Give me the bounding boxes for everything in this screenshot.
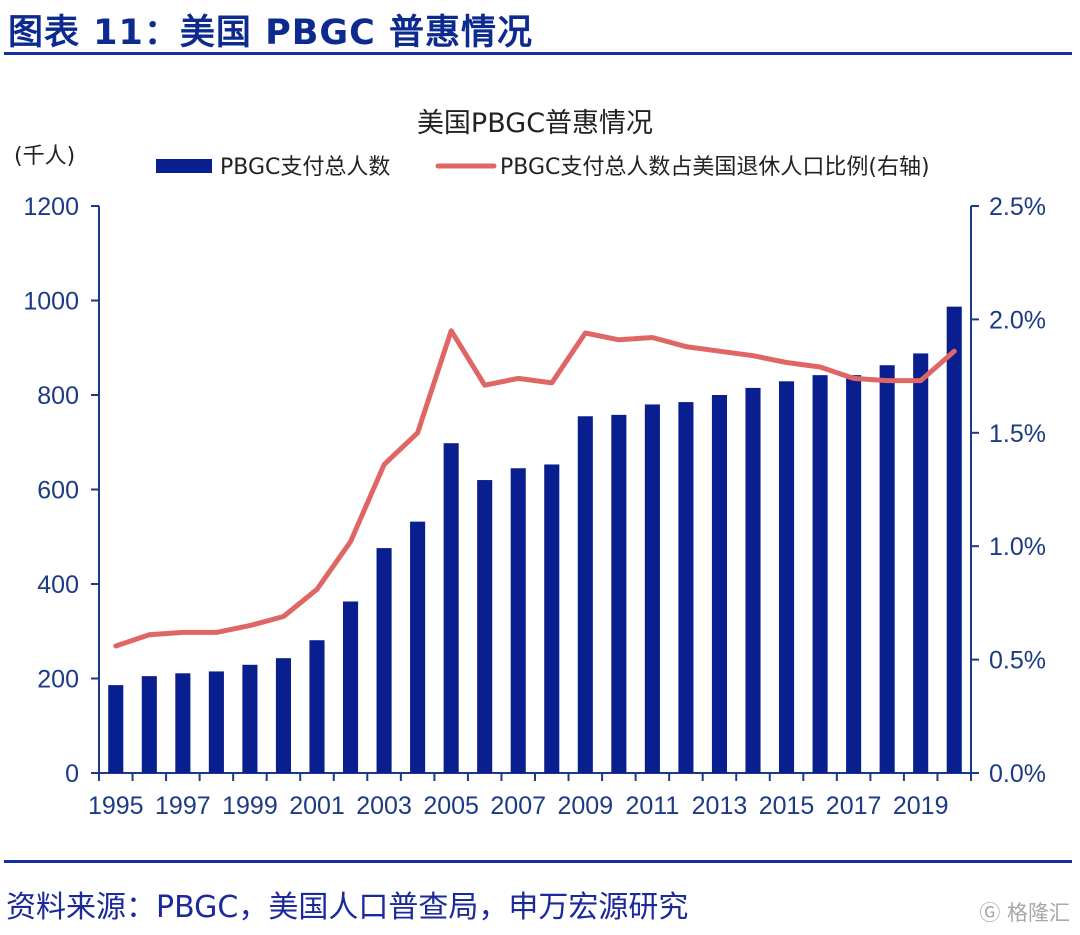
x-tick-label: 2005 [423,792,479,820]
bar-2016 [812,375,828,773]
bar-1999 [242,664,258,773]
bar-2013 [711,395,728,773]
x-tick-label: 1995 [88,792,144,820]
y-right-tick-label: 2.5% [989,193,1046,221]
bar-2010 [611,414,627,773]
y-left-tick-label: 1200 [23,193,79,221]
bar-1997 [175,673,191,773]
bar-2005 [443,443,459,773]
y-left-tick-label: 600 [37,477,79,505]
legend-line-label: PBGC支付总人数占美国退休人口比例(右轴) [500,155,930,180]
x-tick-label: 2009 [557,792,613,820]
x-tick-label: 2003 [356,792,412,820]
source-note: 资料来源：PBGC，美国人口普查局，申万宏源研究 [6,890,689,925]
x-tick-label: 2011 [626,792,680,820]
y-left-tick-label: 400 [37,571,79,599]
bar-2003 [376,548,392,773]
y-left-tick-label: 0 [65,760,79,788]
y-left-tick-label: 200 [37,666,79,694]
title-rule [4,52,1072,55]
bar-2011 [644,404,660,773]
bar-2000 [275,658,292,773]
x-tick-label: 2017 [826,792,882,820]
x-tick-label: 2007 [490,792,546,820]
x-tick-label: 2019 [893,792,949,820]
bar-2019 [913,353,929,773]
y-left-tick-label: 1000 [23,288,79,316]
bar-2004 [410,521,426,773]
bar-2014 [745,387,761,773]
bar-2018 [879,365,895,773]
watermark: Ⓖ 格隆汇 [979,897,1070,927]
bar-2006 [477,480,493,773]
bar-2020 [946,306,962,773]
x-tick-label: 2001 [289,792,345,820]
bar-2012 [678,402,694,773]
source-rule [4,860,1072,863]
x-tick-label: 2015 [759,792,815,820]
legend-bar-label: PBGC支付总人数 [220,155,390,180]
bar-2008 [544,464,560,773]
figure-title: 图表 11：美国 PBGC 普惠情况 [8,13,534,53]
watermark-text: 格隆汇 [1007,901,1070,925]
x-tick-label: 2013 [692,792,748,820]
bar-2017 [846,375,862,773]
y-right-tick-label: 0.5% [989,647,1046,675]
ratio-line [113,328,957,649]
bar-2009 [577,416,593,773]
y-right-tick-label: 2.0% [989,306,1046,334]
y-right-tick-label: 0.0% [989,760,1046,788]
watermark-logo-icon: Ⓖ [979,901,1001,925]
bar-1995 [108,685,124,773]
left-axis-unit: (千人) [14,144,75,169]
bar-2002 [342,601,359,773]
bar-2007 [510,468,526,773]
y-right-tick-label: 1.5% [989,420,1046,448]
x-tick-label: 1997 [155,792,211,820]
y-right-tick-label: 1.0% [989,533,1046,561]
bar-2001 [309,640,325,773]
x-tick-label: 1999 [222,792,278,820]
bar-1996 [141,676,157,773]
bar-1998 [208,671,224,773]
bar-2015 [778,381,795,773]
legend-bar-swatch [156,159,212,173]
chart-title: 美国PBGC普惠情况 [417,108,653,139]
y-left-tick-label: 800 [37,382,79,410]
